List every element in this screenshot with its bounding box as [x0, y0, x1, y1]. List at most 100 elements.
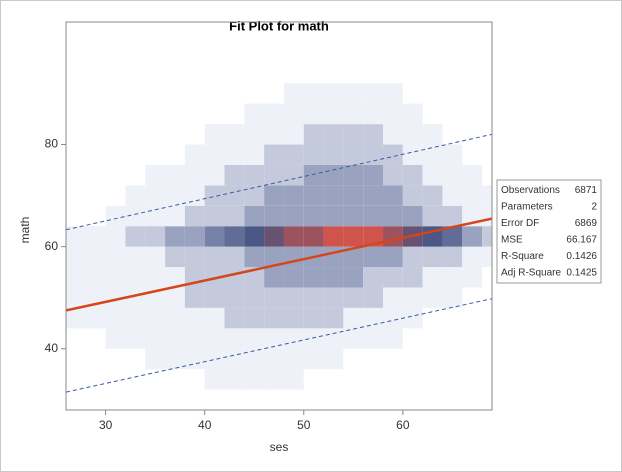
heat-cell — [264, 144, 284, 165]
heat-cell — [145, 185, 166, 206]
heat-cell — [204, 246, 225, 268]
x-tick-label: 40 — [198, 418, 212, 432]
stat-label: R-Square — [501, 251, 544, 262]
heat-cell — [442, 226, 463, 247]
heat-cell — [184, 226, 205, 247]
heat-cell — [165, 267, 185, 288]
heat-cell — [343, 307, 364, 329]
heat-cell — [323, 267, 344, 288]
heat-cell — [323, 164, 344, 186]
heat-cell — [125, 267, 146, 288]
heat-cell — [283, 205, 304, 227]
chart-title: Fit Plot for math — [229, 18, 329, 33]
heat-cell — [244, 328, 265, 349]
heat-cell — [204, 328, 225, 349]
heat-cell — [105, 226, 126, 247]
heat-cell — [145, 205, 166, 227]
x-tick-label: 30 — [99, 418, 113, 432]
heat-cell — [145, 226, 166, 247]
heat-cell — [323, 83, 344, 104]
heat-cell — [343, 328, 364, 349]
heat-cell — [184, 246, 205, 268]
heat-cell — [383, 103, 403, 125]
heat-cell — [303, 287, 324, 308]
heat-cell — [165, 185, 185, 206]
heat-cell — [283, 83, 304, 104]
stat-value: 2 — [591, 201, 597, 212]
heat-cell — [204, 124, 225, 145]
heat-cell — [363, 307, 384, 329]
heat-cell — [363, 124, 384, 145]
heat-cell — [383, 287, 403, 308]
heat-cell — [244, 144, 265, 165]
heat-cell — [184, 287, 205, 308]
heat-cell — [442, 164, 463, 186]
heat-cell — [422, 287, 443, 308]
heat-cell — [165, 348, 185, 370]
heat-cell — [303, 124, 324, 145]
heat-cell — [343, 164, 364, 186]
heat-cell — [482, 185, 492, 206]
heat-cell — [184, 205, 205, 227]
heat-cell — [204, 287, 225, 308]
heat-cell — [145, 328, 166, 349]
heat-cell — [303, 103, 324, 125]
heat-cell — [145, 267, 166, 288]
heat-cell — [283, 124, 304, 145]
heat-cell — [224, 226, 245, 247]
heat-cell — [125, 185, 146, 206]
stat-value: 6871 — [575, 185, 598, 196]
heat-cell — [283, 287, 304, 308]
heat-cell — [244, 185, 265, 206]
heat-cell — [224, 369, 245, 390]
heat-cell — [204, 205, 225, 227]
heat-cell — [323, 287, 344, 308]
heat-cell — [66, 267, 86, 288]
heat-cell — [402, 267, 423, 288]
heat-cell — [85, 307, 106, 329]
heat-cell — [283, 226, 304, 247]
heat-cell — [105, 267, 126, 288]
heat-cell — [125, 226, 146, 247]
stats-box — [496, 179, 602, 284]
heat-cell — [184, 144, 205, 165]
heat-cell — [422, 144, 443, 165]
heat-cell — [264, 246, 284, 268]
upper-limit-line — [66, 133, 492, 231]
heat-cell — [105, 307, 126, 329]
heat-cell — [85, 267, 106, 288]
heat-cell — [204, 369, 225, 390]
heat-cell — [383, 246, 403, 268]
heat-cell — [184, 164, 205, 186]
heat-cell — [125, 287, 146, 308]
heat-cell — [224, 124, 245, 145]
heat-cell — [184, 185, 205, 206]
heat-cell — [442, 246, 463, 268]
heat-cell — [442, 144, 463, 165]
heat-cell — [402, 287, 423, 308]
heat-cell — [402, 103, 423, 125]
heat-cell — [224, 144, 245, 165]
heat-cell — [343, 267, 364, 288]
heat-cell — [363, 246, 384, 268]
heat-cell — [482, 205, 492, 227]
heat-cell — [165, 164, 185, 186]
heat-cell — [283, 328, 304, 349]
heat-cell — [165, 226, 185, 247]
stat-value: 66.167 — [566, 234, 597, 245]
heat-cell — [264, 103, 284, 125]
heat-cell — [105, 205, 126, 227]
heat-cell — [204, 144, 225, 165]
heat-cell — [363, 185, 384, 206]
heat-cell — [244, 124, 265, 145]
heat-cell — [462, 226, 483, 247]
heat-cell — [343, 124, 364, 145]
stat-label: Adj R-Square — [501, 267, 561, 278]
stat-label: Observations — [501, 185, 560, 196]
heat-cell — [224, 246, 245, 268]
heat-cell — [224, 267, 245, 288]
heat-cell — [422, 185, 443, 206]
heat-cell — [422, 205, 443, 227]
x-tick-label: 50 — [297, 418, 311, 432]
heat-cell — [323, 226, 344, 247]
